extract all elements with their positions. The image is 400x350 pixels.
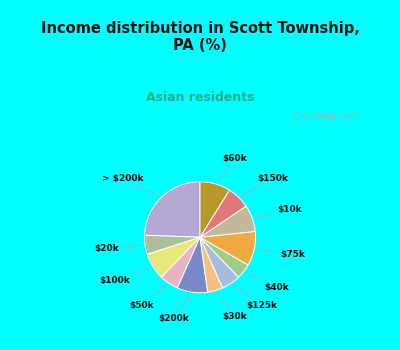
Text: $200k: $200k <box>158 294 191 323</box>
Text: $60k: $60k <box>217 154 247 182</box>
Wedge shape <box>200 231 256 265</box>
Text: Income distribution in Scott Township,
PA (%): Income distribution in Scott Township, P… <box>40 21 360 54</box>
Text: > $200k: > $200k <box>102 174 159 196</box>
Wedge shape <box>178 237 208 293</box>
Wedge shape <box>200 206 255 237</box>
Text: City-Data.com: City-Data.com <box>288 112 358 121</box>
Wedge shape <box>147 237 200 277</box>
Text: $40k: $40k <box>246 273 289 292</box>
Text: $125k: $125k <box>233 285 277 310</box>
Wedge shape <box>200 182 230 237</box>
Text: $30k: $30k <box>217 293 247 321</box>
Wedge shape <box>144 182 200 237</box>
Wedge shape <box>200 237 248 277</box>
Wedge shape <box>162 237 200 288</box>
Text: Asian residents: Asian residents <box>146 91 254 104</box>
Wedge shape <box>200 190 246 237</box>
Text: $10k: $10k <box>255 205 302 218</box>
Text: $20k: $20k <box>94 244 142 253</box>
Text: $75k: $75k <box>257 249 305 259</box>
Wedge shape <box>200 237 238 288</box>
Text: $100k: $100k <box>100 268 150 285</box>
Wedge shape <box>144 235 200 254</box>
Text: $50k: $50k <box>130 285 167 310</box>
Text: $150k: $150k <box>241 174 288 196</box>
Wedge shape <box>200 237 222 292</box>
